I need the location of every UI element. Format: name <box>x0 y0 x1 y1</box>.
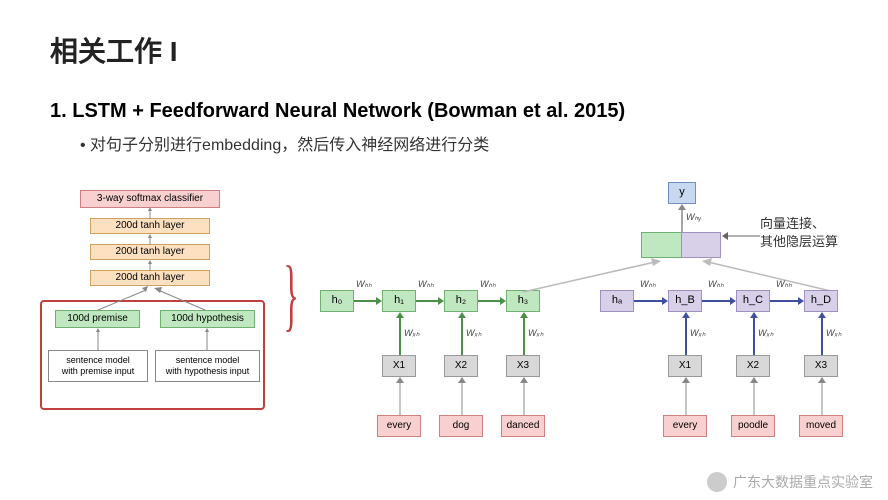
whh-label: Wₕₕ <box>480 279 496 290</box>
right-x3: X3 <box>804 355 838 377</box>
wxh-label-r: Wₓₕ <box>758 328 774 339</box>
wechat-icon <box>707 472 727 492</box>
whh-label: Wₕₕ <box>418 279 434 290</box>
mid-w3: danced <box>501 415 545 437</box>
hypothesis-box: 100d hypothesis <box>160 310 255 328</box>
annotation-text: 向量连接、 其他隐层运算 <box>760 215 838 251</box>
right-x1: X1 <box>668 355 702 377</box>
wxh-label: Wₓₕ <box>404 328 420 339</box>
mid-x2: X2 <box>444 355 478 377</box>
mid-x3: X3 <box>506 355 540 377</box>
hd: h_D <box>804 290 838 312</box>
softmax-box: 3-way softmax classifier <box>80 190 220 208</box>
wxh-label-r: Wₓₕ <box>690 328 706 339</box>
whh-label-r: Wₕₕ <box>640 279 656 290</box>
sm2-box: sentence model with hypothesis input <box>155 350 260 382</box>
h3: h₃ <box>506 290 540 312</box>
wxh-label-r: Wₓₕ <box>826 328 842 339</box>
wxh-label: Wₓₕ <box>466 328 482 339</box>
whh-label-r: Wₕₕ <box>708 279 724 290</box>
tanh1: 200d tanh layer <box>90 218 210 234</box>
h0: h₀ <box>320 290 354 312</box>
section-heading: 1. LSTM + Feedforward Neural Network (Bo… <box>50 100 838 123</box>
mid-w1: every <box>377 415 421 437</box>
h2: h₂ <box>444 290 478 312</box>
hc: h_C <box>736 290 770 312</box>
whh-label-r: Wₕₕ <box>776 279 792 290</box>
slide-title: 相关工作 I <box>50 30 838 70</box>
hb: h_B <box>668 290 702 312</box>
sm1-box: sentence model with premise input <box>48 350 148 382</box>
diagram: 3-way softmax classifier 200d tanh layer… <box>0 190 888 480</box>
right-w1: every <box>663 415 707 437</box>
tanh3: 200d tanh layer <box>90 270 210 286</box>
y-box: y <box>668 182 696 204</box>
mid-w2: dog <box>439 415 483 437</box>
why-label: Wₕᵧ <box>686 212 701 223</box>
premise-box: 100d premise <box>55 310 140 328</box>
bullet-text: • 对句子分别进行embedding，然后传入神经网络进行分类 <box>80 131 838 155</box>
right-w2: poodle <box>731 415 775 437</box>
watermark: 广东大数据重点实验室 <box>707 472 873 492</box>
merge-right <box>681 232 721 258</box>
whh-label: Wₕₕ <box>356 279 372 290</box>
ha: hₐ <box>600 290 634 312</box>
tanh2: 200d tanh layer <box>90 244 210 260</box>
merge-left <box>641 232 681 258</box>
right-w3: moved <box>799 415 843 437</box>
watermark-text: 广东大数据重点实验室 <box>733 472 873 492</box>
h1: h₁ <box>382 290 416 312</box>
right-x2: X2 <box>736 355 770 377</box>
mid-x1: X1 <box>382 355 416 377</box>
brace-icon: } <box>284 250 299 341</box>
wxh-label: Wₓₕ <box>528 328 544 339</box>
